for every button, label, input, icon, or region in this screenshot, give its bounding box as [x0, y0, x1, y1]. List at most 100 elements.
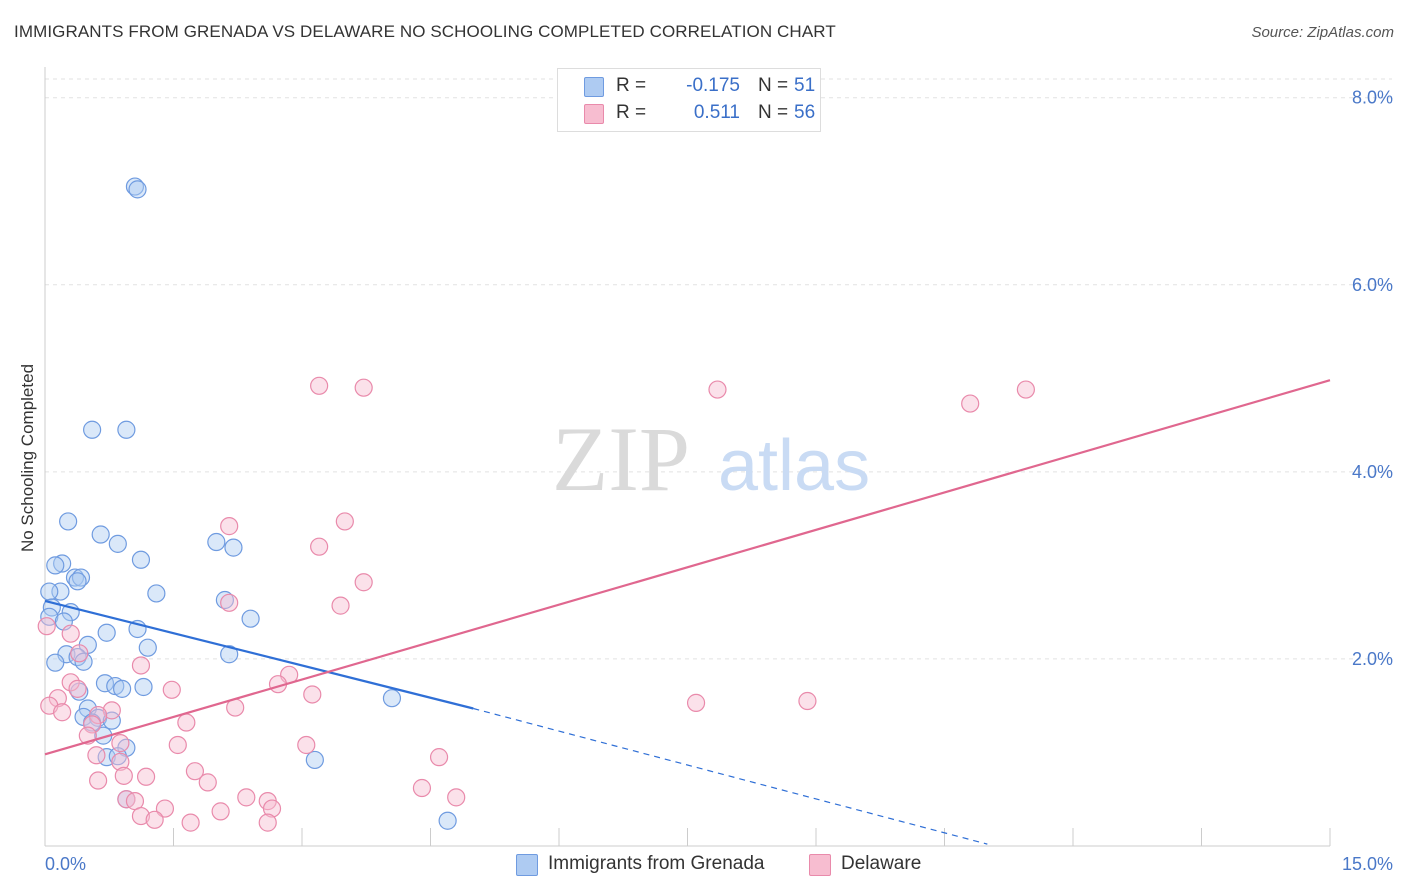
watermark: ZIP atlas	[552, 408, 870, 510]
legend-r-value: 0.511	[693, 102, 740, 123]
data-point	[131, 656, 151, 675]
data-point	[131, 806, 151, 826]
data-point	[211, 802, 230, 821]
watermark-atlas: atlas	[718, 426, 870, 506]
data-point	[102, 711, 121, 730]
data-point	[89, 705, 108, 725]
data-point	[87, 746, 106, 765]
data-point	[354, 573, 373, 592]
y-tick-label: 8.0%	[1352, 88, 1393, 108]
data-point	[303, 685, 322, 704]
data-point	[147, 584, 166, 603]
grid-lines	[45, 78, 1392, 660]
data-point	[138, 638, 157, 657]
data-point	[798, 691, 817, 711]
data-point	[181, 813, 200, 832]
data-point	[37, 617, 56, 636]
data-point	[111, 734, 130, 753]
data-point	[220, 593, 239, 612]
legend-swatch-grenada	[584, 77, 604, 97]
data-point	[447, 788, 466, 807]
y-tick-label: 2.0%	[1352, 649, 1393, 669]
data-point	[438, 811, 457, 830]
data-point	[61, 673, 80, 692]
data-point	[220, 645, 239, 664]
legend-swatch-delaware	[809, 854, 831, 876]
data-point	[162, 680, 181, 699]
data-point	[108, 534, 127, 553]
trend-line-grenada	[44, 599, 474, 710]
data-point	[354, 378, 373, 397]
data-point	[102, 701, 121, 720]
legend-swatch-delaware	[584, 104, 604, 124]
data-point	[83, 715, 102, 734]
data-point	[297, 735, 316, 755]
data-point	[331, 596, 350, 615]
data-point	[708, 380, 727, 399]
legend-r-label: R =	[616, 75, 647, 96]
data-point	[168, 735, 187, 755]
data-point	[220, 517, 239, 536]
x-tick-label: 15.0%	[1342, 854, 1393, 874]
data-point	[53, 554, 72, 573]
data-point	[310, 537, 329, 556]
x-tick-label: 0.0%	[45, 854, 86, 874]
data-point	[1016, 380, 1035, 399]
data-point	[305, 750, 324, 770]
data-point	[91, 525, 110, 544]
data-point	[412, 778, 432, 798]
series-layer	[37, 177, 1035, 832]
data-point	[310, 376, 329, 395]
y-tick-label: 6.0%	[1352, 275, 1393, 295]
data-point	[68, 679, 87, 698]
axes	[44, 67, 1331, 847]
data-point	[97, 623, 116, 642]
trend-line-delaware	[44, 379, 1331, 756]
data-point	[74, 652, 93, 671]
data-point	[128, 180, 147, 199]
chart-title: IMMIGRANTS FROM GRENADA VS DELAWARE NO S…	[14, 22, 836, 41]
data-point	[237, 788, 256, 807]
data-point	[145, 810, 164, 829]
data-point	[382, 689, 402, 708]
data-point	[53, 703, 72, 722]
legend-n-label: N =	[758, 102, 789, 123]
data-point	[70, 644, 89, 663]
series-delaware	[37, 376, 1035, 832]
data-point	[335, 512, 354, 531]
data-point	[177, 713, 196, 732]
data-point	[89, 771, 108, 790]
data-point	[131, 550, 151, 569]
data-point	[258, 813, 277, 832]
data-point	[112, 679, 132, 698]
y-axis-label: No Schooling Completed	[18, 364, 37, 552]
data-point	[224, 538, 243, 557]
legend-n-value: 56	[794, 102, 816, 123]
data-point	[241, 609, 260, 628]
data-point	[155, 799, 175, 818]
legend-r-value: -0.175	[686, 75, 740, 96]
data-point	[46, 653, 65, 672]
data-point	[961, 394, 980, 413]
data-point	[207, 532, 226, 552]
data-point	[198, 773, 217, 792]
legend-swatch-grenada	[516, 854, 538, 876]
data-point	[83, 420, 102, 439]
data-point	[262, 799, 282, 818]
stats-legend: R = -0.175 N = 51 R = 0.511 N = 56	[557, 68, 821, 132]
y-tick-label: 4.0%	[1352, 462, 1393, 482]
data-point	[686, 693, 706, 712]
data-point	[136, 767, 156, 786]
legend-label-grenada: Immigrants from Grenada	[548, 853, 765, 874]
legend-r-label: R =	[616, 102, 647, 123]
trend-layer	[44, 379, 1331, 845]
data-point	[59, 512, 78, 531]
data-point	[117, 420, 136, 439]
data-point	[134, 677, 153, 697]
tick-labels: 2.0% 4.0% 6.0% 8.0% 0.0% 15.0%	[45, 88, 1393, 874]
data-point	[114, 766, 133, 785]
data-point	[68, 572, 87, 591]
source-label: Source: ZipAtlas.com	[1251, 24, 1394, 41]
data-point	[46, 556, 65, 575]
data-point	[429, 748, 449, 767]
